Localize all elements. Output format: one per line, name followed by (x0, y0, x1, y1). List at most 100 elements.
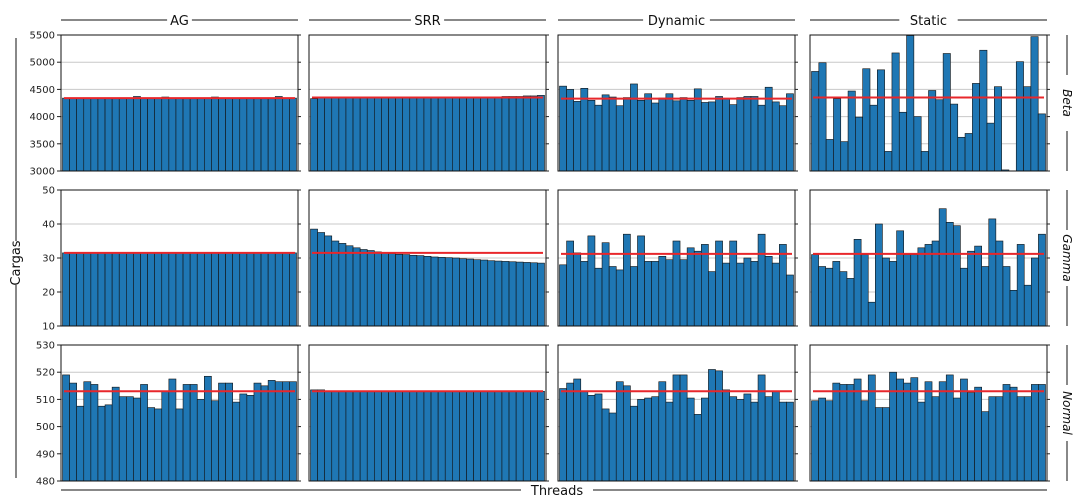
bar (994, 86, 1002, 172)
bar (480, 259, 489, 327)
bar (530, 262, 538, 327)
bar (637, 399, 645, 482)
bar (786, 401, 794, 482)
bar (623, 97, 631, 172)
bar (891, 52, 900, 172)
bar (147, 407, 155, 482)
bar (573, 252, 582, 327)
bar (832, 261, 841, 327)
bar (83, 97, 92, 172)
bar (366, 390, 375, 482)
bar (1037, 113, 1046, 172)
bar (693, 88, 702, 172)
bar (715, 96, 723, 172)
panel-ag-beta (60, 34, 301, 172)
row-label-gamma: Gamma (1060, 234, 1074, 281)
bar (501, 390, 510, 482)
bar (232, 252, 241, 327)
panel-static-beta (809, 34, 1050, 172)
bar (388, 97, 396, 172)
bar (402, 254, 411, 327)
bar (967, 250, 975, 327)
bar (1023, 396, 1032, 482)
bar (957, 136, 966, 172)
bar (239, 393, 248, 482)
bar (580, 88, 589, 172)
bar (494, 96, 503, 172)
bar (246, 252, 255, 327)
bar (182, 97, 191, 172)
column-header-ag: AG (170, 14, 189, 29)
bar (938, 381, 947, 482)
bar (786, 93, 794, 172)
bar (679, 97, 688, 172)
panel-srr-gamma (308, 189, 549, 327)
bar (594, 104, 603, 172)
bar (508, 96, 517, 172)
bar (437, 97, 446, 172)
bar (196, 252, 205, 327)
bar (644, 93, 652, 172)
bar (90, 252, 99, 327)
bar (896, 378, 904, 482)
bar (501, 261, 510, 327)
bar (811, 400, 819, 482)
bar (601, 242, 610, 327)
bar (942, 53, 951, 172)
bar (743, 393, 752, 482)
bar (672, 100, 681, 172)
bar (986, 122, 995, 172)
bar (1015, 61, 1024, 172)
bar (154, 408, 163, 482)
bar (729, 104, 738, 172)
bar (530, 390, 538, 482)
bar (140, 97, 148, 172)
bar (832, 382, 841, 482)
bar (757, 233, 766, 327)
bar (722, 389, 730, 482)
bar (289, 97, 297, 172)
bar (359, 249, 368, 327)
bar (924, 244, 933, 327)
bar (118, 396, 127, 482)
bar (310, 228, 318, 327)
bar (260, 252, 269, 327)
bar (395, 390, 403, 482)
bar (566, 89, 574, 172)
bar (651, 102, 660, 172)
bar (679, 259, 688, 327)
bar (211, 252, 219, 327)
bar (818, 62, 827, 172)
bar (374, 97, 382, 172)
bar (867, 301, 876, 327)
bar (310, 389, 318, 482)
bar (402, 97, 411, 172)
bar (764, 86, 773, 172)
bar (924, 381, 933, 482)
bar (430, 97, 439, 172)
bar (189, 252, 198, 327)
bar (239, 252, 248, 327)
bar (494, 260, 503, 327)
bar (416, 390, 425, 482)
y-tick-label: 20 (42, 288, 55, 299)
bar (83, 381, 92, 482)
panel-srr-normal (308, 344, 549, 482)
bar (1009, 289, 1018, 327)
bar (608, 266, 617, 327)
bar (846, 278, 855, 327)
bar (686, 247, 695, 327)
bar (437, 257, 446, 327)
bar (665, 259, 674, 327)
bar (487, 96, 496, 172)
bar (573, 101, 582, 172)
y-tick-label: 490 (36, 449, 55, 460)
bar (559, 264, 567, 327)
y-tick-label: 530 (36, 341, 55, 352)
bar (69, 252, 77, 327)
panel-static-normal (809, 344, 1050, 482)
bar (388, 253, 396, 327)
bar (811, 254, 819, 327)
bar (480, 390, 489, 482)
bar (416, 255, 425, 327)
